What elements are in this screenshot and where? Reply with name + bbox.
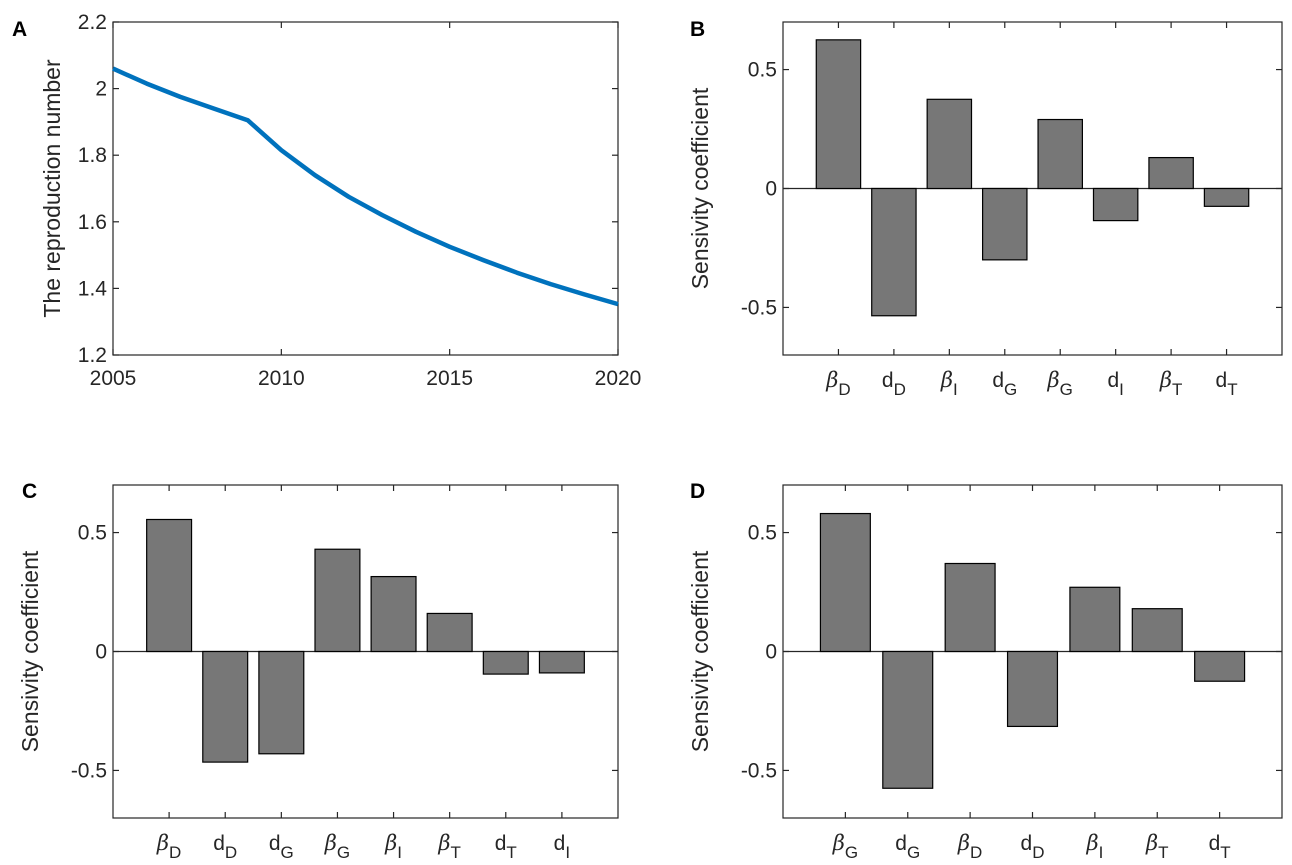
bar <box>1092 187 1139 222</box>
y-axis-label: The reproduction number <box>39 59 65 318</box>
bar <box>370 575 417 653</box>
y-tick-label: 1.4 <box>78 277 108 300</box>
y-tick-label: 1.8 <box>78 144 107 167</box>
y-tick-label: 2 <box>95 78 107 101</box>
bar <box>202 650 249 763</box>
bar <box>871 187 917 317</box>
series-line <box>112 66 619 307</box>
panel-letter: C <box>22 480 37 503</box>
x-tick-label: dI <box>554 832 570 862</box>
panel-letter: A <box>12 18 27 41</box>
y-tick-label: 1.2 <box>78 344 107 367</box>
x-tick-label: βI <box>1085 831 1103 862</box>
x-tick-label: dG <box>269 832 294 862</box>
bar <box>314 548 361 653</box>
y-tick-label: 0.5 <box>748 59 777 82</box>
x-tick-label: βI <box>384 831 402 862</box>
y-tick-label: -0.5 <box>71 759 107 782</box>
bar <box>1148 156 1194 190</box>
x-tick-label: βT <box>1159 368 1183 399</box>
bar <box>1194 650 1246 682</box>
x-tick-label: βI <box>940 368 958 399</box>
x-tick-label: βG <box>1047 368 1073 399</box>
x-tick-label: βT <box>1145 831 1169 862</box>
x-tick-label: dT <box>1209 832 1231 862</box>
y-tick-label: 2.2 <box>78 11 107 34</box>
y-tick-label: 0 <box>765 641 777 664</box>
bar <box>819 512 871 653</box>
x-tick-label: dG <box>992 369 1017 399</box>
bar <box>426 612 473 653</box>
x-tick-label: βG <box>324 831 350 862</box>
bar <box>882 650 934 789</box>
x-tick-label: βG <box>832 831 858 862</box>
x-tick-label: βT <box>437 831 461 862</box>
y-axis-label: Sensivity coefficient <box>17 550 43 752</box>
panel-d-bar-chart: D Sensivity coefficient -0.5 0 0.5 βG dG βD dD βI… <box>687 480 1283 862</box>
panel-a-line-chart: A The reproduction number 1.2 1.4 1.6 1.8 2 2.2… <box>12 11 641 390</box>
plot-frame <box>112 21 619 356</box>
x-tick-label: 2010 <box>258 367 305 390</box>
x-tick-label: dD <box>1021 832 1045 862</box>
x-tick-label: 2015 <box>426 367 473 390</box>
bar <box>146 518 193 653</box>
bar <box>944 562 996 653</box>
y-tick-label: 0 <box>765 178 777 201</box>
x-tick-label: dT <box>495 832 517 862</box>
bar <box>482 650 529 675</box>
y-tick-label: 0 <box>95 641 107 664</box>
y-axis-label: Sensivity coefficient <box>687 550 713 752</box>
bar <box>258 650 305 755</box>
bar <box>981 187 1028 261</box>
y-tick-label: 0.5 <box>78 522 107 545</box>
x-tick-label: dT <box>1216 369 1238 399</box>
x-tick-label: 2005 <box>90 367 137 390</box>
y-tick-label: 0.5 <box>748 522 777 545</box>
x-tick-label: dD <box>882 369 906 399</box>
bar <box>538 650 585 674</box>
panel-letter: B <box>690 18 705 41</box>
y-tick-label: -0.5 <box>741 759 777 782</box>
y-tick-label: 1.6 <box>78 211 107 234</box>
x-tick-label: βD <box>156 831 181 862</box>
panel-b-bar-chart: B Sensivity coefficient -0.5 0 0.5 βD dD βI dG βG… <box>687 18 1283 399</box>
bar <box>1069 586 1121 653</box>
x-tick-label: βD <box>957 831 982 862</box>
x-tick-label: 2020 <box>595 367 642 390</box>
x-tick-label: βD <box>825 368 850 399</box>
bar <box>815 39 862 190</box>
y-tick-label: -0.5 <box>741 296 777 319</box>
y-axis-label: Sensivity coefficient <box>687 87 713 289</box>
panel-letter: D <box>690 480 705 503</box>
bar <box>926 98 973 190</box>
x-tick-label: dD <box>213 832 237 862</box>
panel-c-bar-chart: C Sensivity coefficient -0.5 0 0.5 βD dD dG βG βI… <box>17 480 619 862</box>
bar <box>1131 608 1183 653</box>
bar <box>1203 187 1250 207</box>
bar <box>1037 118 1083 190</box>
x-tick-label: dI <box>1107 369 1123 399</box>
bar <box>1006 650 1059 728</box>
x-tick-label: dG <box>895 832 920 862</box>
